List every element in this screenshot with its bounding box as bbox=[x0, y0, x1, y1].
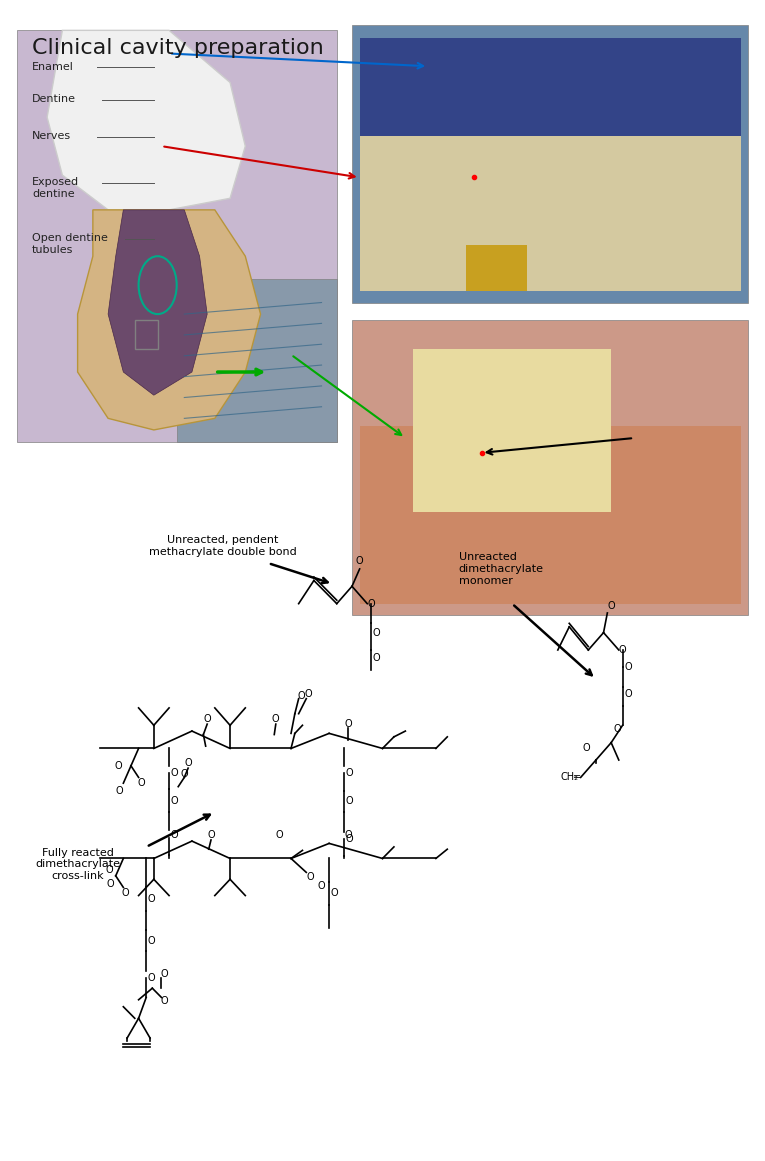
FancyBboxPatch shape bbox=[17, 30, 337, 441]
Text: Exposed
dentine: Exposed dentine bbox=[32, 178, 79, 199]
FancyBboxPatch shape bbox=[352, 320, 748, 615]
Text: O: O bbox=[306, 872, 314, 882]
Text: Unreacted, pendent
methacrylate double bond: Unreacted, pendent methacrylate double b… bbox=[148, 535, 296, 556]
Text: O: O bbox=[114, 760, 122, 771]
Text: O: O bbox=[276, 830, 283, 841]
Text: O: O bbox=[148, 973, 155, 982]
Text: O: O bbox=[367, 599, 375, 608]
Text: =: = bbox=[573, 772, 581, 783]
Text: O: O bbox=[161, 969, 168, 979]
Text: O: O bbox=[624, 663, 632, 672]
Text: O: O bbox=[346, 834, 353, 844]
FancyBboxPatch shape bbox=[467, 245, 527, 291]
Text: Nerves: Nerves bbox=[32, 131, 71, 142]
Text: Fully reacted
dimethacrylate
cross-link: Fully reacted dimethacrylate cross-link bbox=[35, 848, 120, 881]
Text: O: O bbox=[373, 628, 380, 637]
Text: O: O bbox=[373, 654, 380, 663]
Text: O: O bbox=[607, 601, 615, 611]
Text: O: O bbox=[171, 767, 178, 778]
Text: O: O bbox=[207, 830, 215, 841]
Polygon shape bbox=[77, 210, 261, 430]
Text: O: O bbox=[614, 723, 621, 734]
Text: Unreacted
dimethacrylate
monomer: Unreacted dimethacrylate monomer bbox=[459, 553, 544, 585]
FancyBboxPatch shape bbox=[360, 38, 741, 136]
Text: O: O bbox=[122, 888, 129, 899]
Text: O: O bbox=[116, 786, 123, 796]
Text: Clinical cavity preparation: Clinical cavity preparation bbox=[32, 37, 324, 58]
Text: CH₂: CH₂ bbox=[560, 772, 578, 783]
Text: O: O bbox=[619, 646, 627, 655]
FancyBboxPatch shape bbox=[360, 426, 741, 604]
Text: O: O bbox=[356, 556, 363, 565]
Text: O: O bbox=[298, 691, 305, 701]
Text: O: O bbox=[203, 714, 211, 724]
Text: O: O bbox=[171, 795, 178, 806]
FancyBboxPatch shape bbox=[177, 280, 337, 441]
Text: O: O bbox=[106, 865, 113, 875]
Text: O: O bbox=[624, 688, 632, 699]
Text: O: O bbox=[317, 881, 325, 892]
Text: O: O bbox=[272, 714, 279, 724]
Text: O: O bbox=[171, 830, 178, 841]
Text: O: O bbox=[106, 879, 114, 889]
Polygon shape bbox=[108, 210, 207, 395]
Text: O: O bbox=[583, 743, 591, 753]
Text: O: O bbox=[161, 996, 168, 1005]
Text: Enamel: Enamel bbox=[32, 62, 73, 72]
Text: O: O bbox=[346, 767, 353, 778]
Text: O: O bbox=[181, 769, 188, 779]
Text: O: O bbox=[184, 758, 192, 769]
Polygon shape bbox=[47, 30, 246, 210]
Text: O: O bbox=[330, 888, 338, 899]
FancyBboxPatch shape bbox=[413, 349, 611, 512]
Text: O: O bbox=[137, 778, 145, 788]
Text: O: O bbox=[304, 688, 312, 699]
FancyBboxPatch shape bbox=[352, 24, 748, 303]
Text: Dentine: Dentine bbox=[32, 94, 76, 104]
Text: O: O bbox=[344, 830, 352, 841]
Text: O: O bbox=[346, 795, 353, 806]
FancyBboxPatch shape bbox=[360, 71, 741, 291]
Text: Open dentine
tubules: Open dentine tubules bbox=[32, 233, 108, 254]
Text: O: O bbox=[344, 719, 352, 729]
Text: O: O bbox=[148, 894, 155, 904]
Text: O: O bbox=[148, 936, 155, 946]
